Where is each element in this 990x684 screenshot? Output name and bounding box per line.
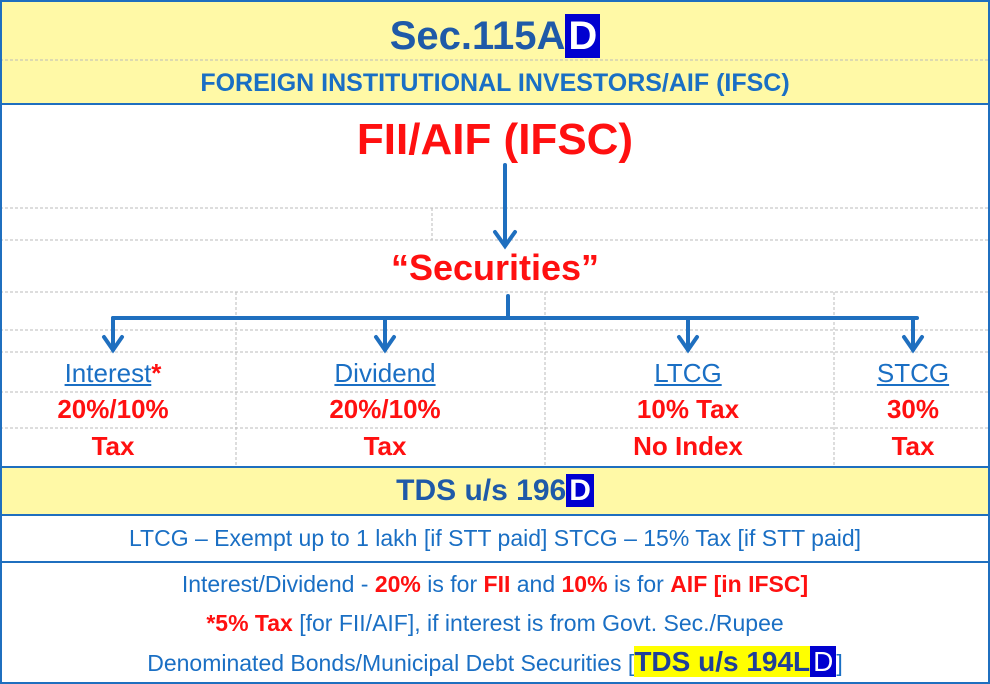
note-line: Interest/Dividend - 20% is for FII and 1… <box>0 566 990 602</box>
note-run: FII <box>483 571 511 597</box>
note-run: Interest/Dividend - <box>181 571 375 597</box>
subtitle: FOREIGN INSTITUTIONAL INVESTORS/AIF (IFS… <box>200 69 790 97</box>
branch-line: 10% Tax <box>636 394 740 424</box>
note-run: is for <box>420 571 484 597</box>
note-run: Denominated Bonds/Municipal Debt Securit… <box>147 650 635 676</box>
branch-line: 20%/10% <box>57 394 169 424</box>
note-run: 20% <box>374 571 421 597</box>
branch-line: Tax <box>363 431 407 461</box>
branch-heading: Dividend <box>265 355 505 391</box>
branch-label: Interest <box>64 358 152 388</box>
branch-line: No Index <box>633 431 743 461</box>
branch-label: STCG <box>876 358 950 388</box>
note-run: ] <box>836 650 843 676</box>
note-run: *5% Tax <box>206 610 293 636</box>
note-run: [for FII/AIF], if interest is from Govt.… <box>292 610 784 636</box>
branch: Dividend 20%/10% Tax <box>265 355 505 465</box>
title: Sec.115AD <box>0 14 990 59</box>
branch: Interest* 20%/10% Tax <box>0 355 233 465</box>
branch-mark: * <box>151 358 162 388</box>
branch-line: Tax <box>91 431 135 461</box>
exempt-line: LTCG – Exempt up to 1 lakh [if STT paid]… <box>128 525 862 551</box>
branch-line: Tax <box>891 431 935 461</box>
note-run: D <box>810 646 837 677</box>
branch-heading: Interest* <box>0 355 233 391</box>
note-run: is for <box>607 571 671 597</box>
branch-heading: LTCG <box>568 355 808 391</box>
branch: STCG 30% Tax <box>793 355 990 465</box>
root-label: FII/AIF (IFSC) <box>356 115 634 164</box>
header-band <box>0 0 990 104</box>
root-node: “Securities” <box>390 247 600 288</box>
branch-line: 30% <box>886 394 940 424</box>
note-run: AIF [in IFSC] <box>670 571 809 597</box>
note-run: TDS u/s 194L <box>634 646 811 677</box>
branch-heading: STCG <box>793 355 990 391</box>
note-line: *5% Tax [for FII/AIF], if interest is fr… <box>0 605 990 641</box>
branch-label: LTCG <box>654 358 722 388</box>
note-run: 10% <box>561 571 608 597</box>
branch-line: 20%/10% <box>329 394 441 424</box>
tds: TDS u/s 196 D <box>0 474 990 508</box>
note-run: and <box>510 571 562 597</box>
note-line: Denominated Bonds/Municipal Debt Securit… <box>0 644 990 681</box>
branch: LTCG 10% Tax No Index <box>568 355 808 465</box>
tds-band <box>0 467 990 515</box>
branch-label: Dividend <box>334 358 436 388</box>
